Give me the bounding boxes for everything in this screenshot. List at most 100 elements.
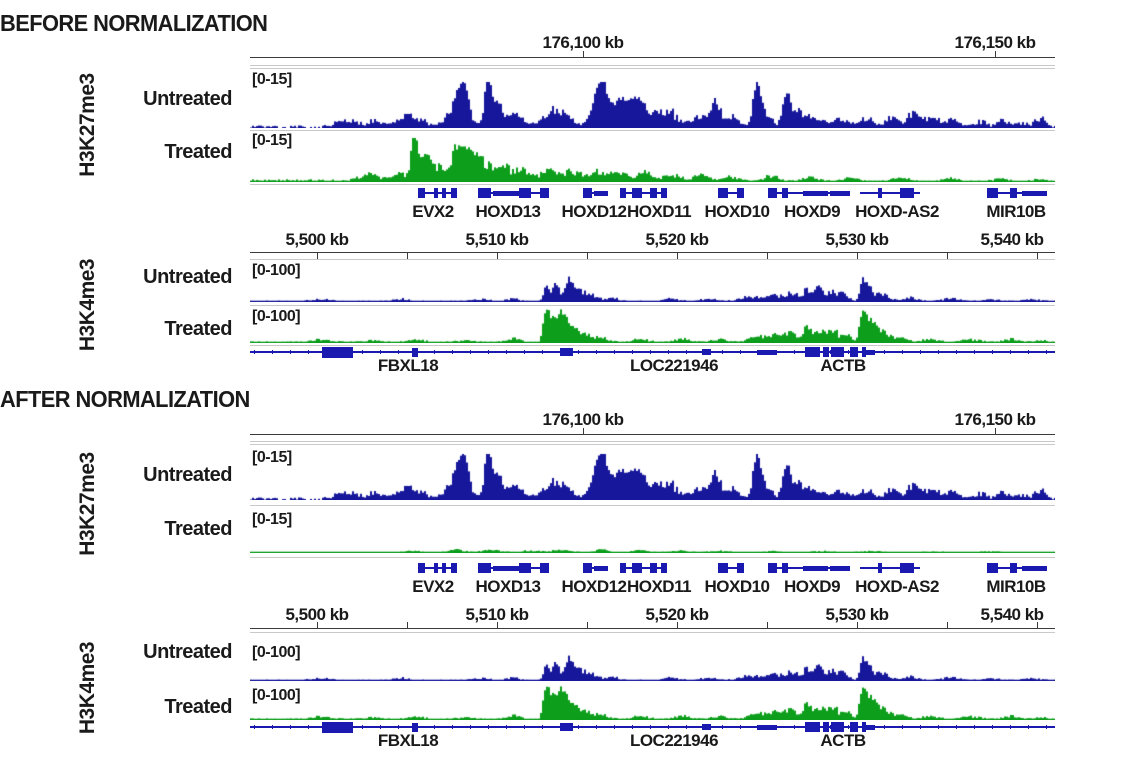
ruler-tick [676, 622, 678, 628]
separator-line [250, 130, 1055, 131]
gene-direction-tick [794, 725, 795, 729]
gene-direction-tick [542, 725, 543, 729]
separator-line [250, 557, 1055, 558]
gene-transcript-line [250, 351, 1055, 353]
gene-label: HOXD9 [783, 202, 841, 221]
gene-direction-tick [308, 725, 309, 729]
gene-thick-bar [594, 565, 608, 571]
separator-line [250, 444, 1055, 445]
gene-direction-tick [290, 350, 291, 354]
gene-direction-tick [956, 350, 957, 354]
ruler-tick-label: 5,530 kb [825, 230, 889, 249]
gene-label: EVX2 [412, 202, 454, 221]
gene-direction-tick [650, 350, 651, 354]
ruler-tick-label: 5,520 kb [645, 605, 709, 624]
gene-direction-tick [596, 350, 597, 354]
gene-direction-tick [632, 725, 633, 729]
section-title-before: BEFORE NORMALIZATION [0, 10, 268, 36]
gene-direction-tick [722, 350, 723, 354]
gene-direction-tick [488, 725, 489, 729]
ruler-tick [316, 622, 318, 628]
group-label-h3k27me3-before: H3K27me3 [76, 73, 99, 177]
separator-line [250, 65, 1055, 66]
gene-exon [718, 188, 728, 198]
gene-direction-tick [974, 350, 975, 354]
gene-thick-bar [803, 565, 828, 571]
gene-thick-bar [830, 565, 850, 571]
ruler-tick-label: 5,510 kb [465, 230, 529, 249]
gene-intron-line [987, 567, 1047, 569]
gene-intron-line [860, 567, 920, 569]
gene-exon [560, 348, 573, 356]
ruler-tick [946, 622, 948, 628]
gene-exon [434, 188, 438, 198]
ruler-tick [496, 253, 498, 259]
gene-exon [850, 347, 858, 357]
gene-direction-tick [992, 725, 993, 729]
ruler-line [250, 434, 1055, 435]
gene-exon [583, 188, 592, 198]
gene-exon [322, 721, 353, 733]
gene-thick-bar [866, 724, 875, 730]
gene-exon [540, 188, 549, 198]
gene-exon [878, 563, 882, 573]
gene-direction-tick [254, 725, 255, 729]
separator-line [250, 505, 1055, 506]
gene-direction-tick [668, 725, 669, 729]
ruler-tick-label: 176,100 kb [542, 410, 624, 429]
gene-direction-tick [254, 350, 255, 354]
gene-label: MIR10B [986, 202, 1046, 221]
ruler-tick-label: 5,530 kb [825, 605, 889, 624]
gene-direction-tick [884, 350, 885, 354]
gene-direction-tick [740, 725, 741, 729]
gene-exon [900, 563, 914, 573]
gene-exon [650, 563, 657, 573]
gene-intron-line [718, 567, 744, 569]
ruler-tick [582, 51, 584, 57]
gene-direction-tick [902, 725, 903, 729]
gene-direction-tick [506, 725, 507, 729]
ruler-tick-label: 5,520 kb [645, 230, 709, 249]
gene-label: HOXD9 [783, 577, 841, 596]
gene-direction-tick [722, 725, 723, 729]
ruler-tick [496, 622, 498, 628]
row-label-untreated: Untreated [143, 88, 232, 110]
gene-label: HOXD12 [561, 202, 627, 221]
separator-line [250, 259, 1055, 260]
gene-direction-tick [398, 725, 399, 729]
gene-exon [434, 563, 438, 573]
ruler-tick [676, 253, 678, 259]
ruler-tick [766, 622, 768, 628]
gene-label: HOXD13 [475, 202, 541, 221]
gene-exon [412, 722, 418, 732]
gene-exon [632, 563, 642, 573]
ruler-tick-label: 5,500 kb [285, 230, 349, 249]
row-label-treated: Treated [164, 518, 232, 540]
gene-exon [831, 722, 844, 732]
gene-direction-tick [1010, 350, 1011, 354]
gene-intron-line [620, 567, 667, 569]
gene-thick-bar [493, 565, 519, 571]
gene-label: HOXD10 [704, 202, 770, 221]
gene-direction-tick [1028, 725, 1029, 729]
gene-exon [768, 188, 777, 198]
gene-exon [831, 347, 844, 357]
gene-thick-bar [1022, 565, 1047, 571]
row-label-treated: Treated [164, 141, 232, 163]
gene-exon [442, 188, 446, 198]
gene-exon [620, 563, 626, 573]
gene-exon [737, 563, 744, 573]
ruler-tick [766, 253, 768, 259]
gene-exon [560, 723, 573, 731]
gene-direction-tick [1046, 725, 1047, 729]
gene-thick-bar [757, 349, 777, 355]
signal-track-h3k4me3-treated-before [250, 307, 1055, 343]
gene-direction-tick [740, 350, 741, 354]
gene-direction-tick [506, 350, 507, 354]
ruler-tick-label: 5,540 kb [980, 230, 1044, 249]
gene-label: LOC221946 [629, 731, 719, 750]
gene-thick-bar [594, 190, 608, 196]
gene-direction-tick [524, 350, 525, 354]
gene-label: HOXD11 [626, 202, 692, 221]
gene-exon [540, 563, 549, 573]
